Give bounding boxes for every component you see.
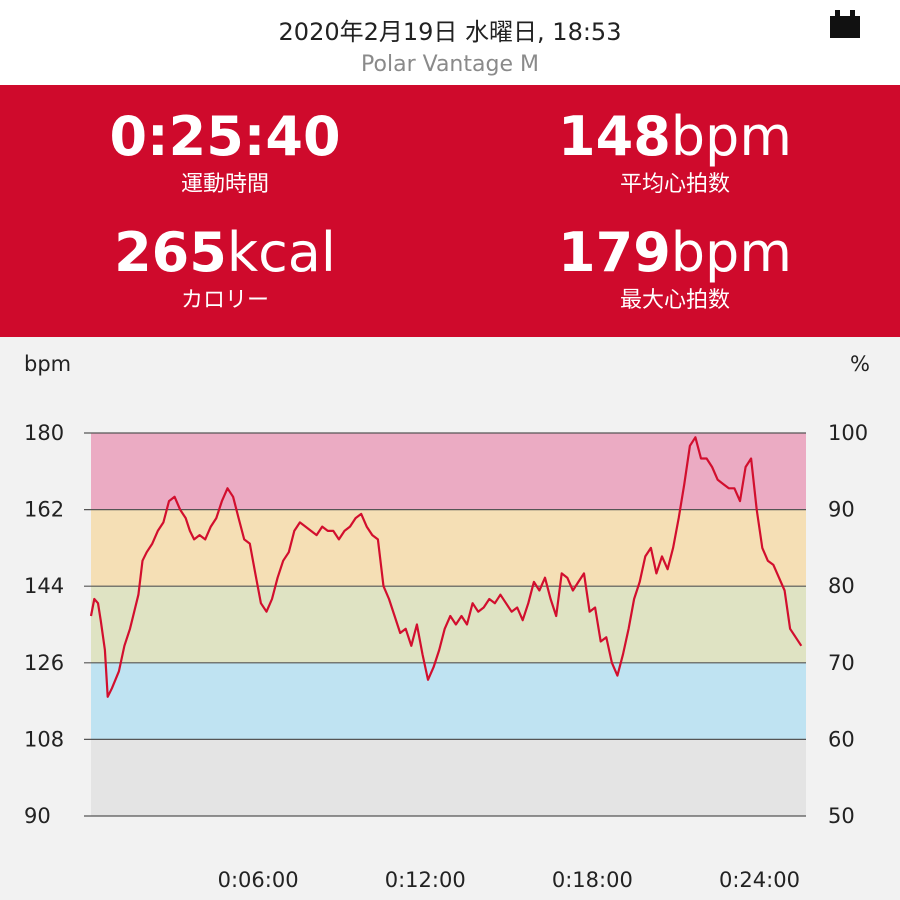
max-hr-stat: 179bpm 最大心拍数 — [450, 221, 900, 315]
calories-value: 265 — [114, 221, 227, 284]
y-tick-left: 144 — [24, 574, 64, 598]
y-axis-right-title: % — [850, 352, 870, 376]
hr-zone-band-1 — [91, 739, 806, 816]
y-tick-left: 162 — [24, 498, 64, 522]
avg-hr-unit: bpm — [670, 105, 792, 168]
y-axis-left-title: bpm — [24, 352, 71, 376]
y-tick-right: 100 — [828, 421, 868, 445]
hr-zone-band-2 — [91, 662, 806, 740]
workout-datetime: 2020年2月19日 水曜日, 18:53 — [278, 18, 622, 46]
max-hr-unit: bpm — [670, 221, 792, 284]
hr-zone-band-5 — [91, 433, 806, 510]
x-tick-label: 0:18:00 — [552, 868, 633, 892]
y-tick-right: 60 — [828, 727, 855, 751]
y-tick-right: 70 — [828, 651, 855, 675]
hr-zone-band-4 — [91, 509, 806, 587]
y-tick-left: 180 — [24, 421, 64, 445]
max-hr-value: 179 — [558, 221, 671, 284]
heart-rate-line — [89, 436, 803, 698]
y-tick-right: 90 — [828, 498, 855, 522]
calories-label: カロリー — [180, 288, 269, 313]
y-tick-left: 108 — [24, 727, 64, 751]
avg-hr-value: 148 — [558, 105, 671, 168]
y-tick-left: 90 — [24, 804, 51, 828]
y-tick-right: 50 — [828, 804, 855, 828]
x-tick-label: 0:24:00 — [719, 868, 800, 892]
x-tick-label: 0:12:00 — [385, 868, 466, 892]
max-hr-label: 最大心拍数 — [619, 288, 730, 313]
summary-panel: 0:25:40 運動時間 148bpm 平均心拍数 265kcal カロリー 1… — [0, 85, 900, 337]
duration-value: 0:25:40 — [109, 105, 341, 168]
y-tick-left: 126 — [24, 651, 64, 675]
duration-stat: 0:25:40 運動時間 — [0, 105, 450, 199]
avg-hr-stat: 148bpm 平均心拍数 — [450, 105, 900, 199]
calories-unit: kcal — [226, 221, 336, 284]
header: 2020年2月19日 水曜日, 18:53 Polar Vantage M — [0, 0, 900, 85]
calories-stat: 265kcal カロリー — [0, 221, 450, 315]
y-tick-right: 80 — [828, 574, 855, 598]
hr-zone-band-3 — [91, 586, 806, 663]
duration-label: 運動時間 — [180, 172, 269, 197]
x-tick-label: 0:06:00 — [218, 868, 299, 892]
heart-rate-chart-svg: bpm % 180 100 162 90 144 80 126 70 108 60 90 50 0:06… — [24, 352, 870, 892]
battery-icon — [830, 10, 860, 38]
heart-rate-chart[interactable]: bpm % 180 100 162 90 144 80 126 70 108 60 90 50 0:06… — [0, 337, 900, 900]
device-name: Polar Vantage M — [361, 52, 539, 77]
avg-hr-label: 平均心拍数 — [619, 172, 730, 197]
